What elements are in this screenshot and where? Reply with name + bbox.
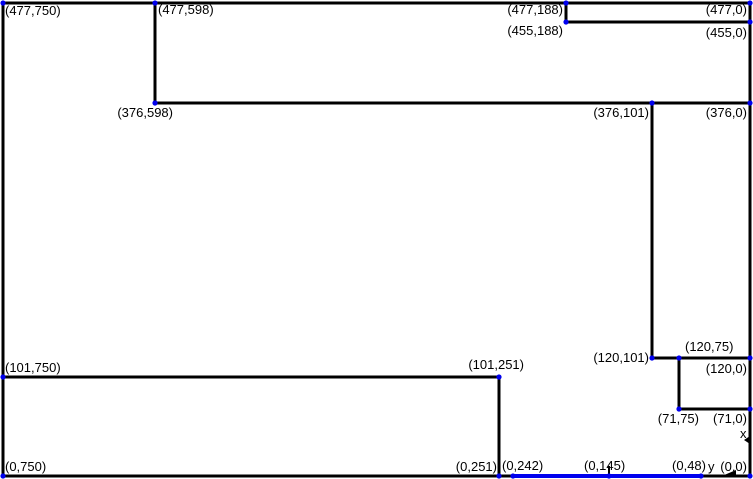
vertex-point (0, 0, 6, 6)
wall-room-101-251 (1, 375, 501, 478)
vertex-label: (71,75) (658, 411, 699, 426)
vertex-label: (455,188) (507, 23, 563, 38)
vertex-point (0, 374, 6, 380)
vertex-label: (101,251) (468, 357, 524, 372)
vertex-point (510, 473, 516, 479)
vertex-point (747, 406, 753, 412)
vertex-point (649, 100, 655, 106)
vertex-label: (477,188) (507, 2, 563, 17)
vertex-point (152, 100, 158, 106)
x-axis-label: x (740, 426, 747, 441)
x-arrow-icon (744, 436, 750, 444)
vertex-point (747, 0, 753, 6)
y-axis-label: y (708, 459, 715, 474)
vertex-label: (376,598) (117, 105, 173, 120)
vertex-label: (0,0) (720, 459, 747, 474)
vertex-label: (71,0) (713, 411, 747, 426)
vertex-point (563, 19, 569, 25)
vertex-point (747, 100, 753, 106)
vertex-point (676, 406, 682, 412)
wall-376-band (153, 1, 752, 105)
vertex-label: (120,0) (706, 361, 747, 376)
vertex-label: (0,242) (502, 458, 543, 473)
vertex-label: (477,0) (706, 2, 747, 17)
vertex-point (606, 473, 612, 479)
wall-x101 (650, 101, 752, 360)
vertex-point (676, 355, 682, 361)
vertex-label: (477,598) (158, 2, 214, 17)
axis-indicator: x y (608, 426, 751, 477)
labels-layer: (477,750) (477,598) (477,188) (477,0) (455,1… (5, 2, 747, 474)
vertex-point (563, 0, 569, 6)
vertex-point (747, 355, 753, 361)
vertex-label: (455,0) (706, 25, 747, 40)
vertex-point (747, 19, 753, 25)
vertex-label: (477,750) (5, 3, 61, 18)
vertex-point (0, 473, 6, 479)
vertex-label: (120,101) (593, 350, 649, 365)
y-arrow-icon (722, 470, 736, 476)
vertex-point (496, 473, 502, 479)
vertex-label: (0,48) (672, 458, 706, 473)
vertex-label: (101,750) (5, 360, 61, 375)
vertex-label: (0,251) (456, 459, 497, 474)
vertex-label: (376,101) (593, 105, 649, 120)
vertex-point (152, 0, 158, 6)
vertex-point (698, 473, 704, 479)
vertex-label: (120,75) (685, 339, 733, 354)
vertex-point (649, 355, 655, 361)
vertex-label: (0,750) (5, 459, 46, 474)
vertex-label: (0,145) (584, 458, 625, 473)
vertex-point (496, 374, 502, 380)
vertex-point (747, 473, 753, 479)
vertex-label: (376,0) (706, 105, 747, 120)
